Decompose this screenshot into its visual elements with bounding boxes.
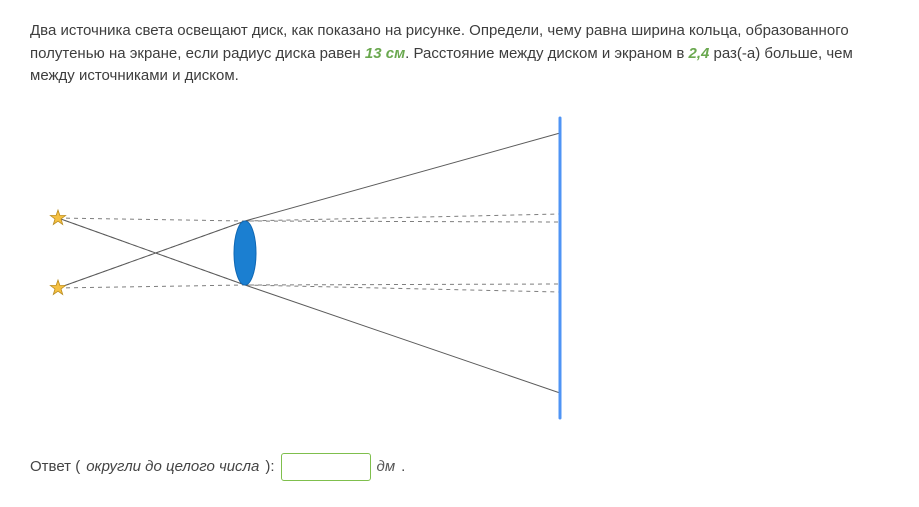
problem-part2a: . Расстояние между диском и экраном в bbox=[405, 45, 688, 62]
answer-label-suffix: ): bbox=[265, 458, 274, 475]
figure bbox=[30, 113, 889, 423]
radius-value: 13 bbox=[365, 45, 382, 62]
answer-period: . bbox=[401, 458, 405, 475]
radius-unit: см bbox=[382, 45, 406, 62]
answer-label-italic: округли до целого числа bbox=[86, 458, 259, 475]
answer-row: Ответ ( округли до целого числа): дм. bbox=[30, 453, 889, 481]
ratio-value: 2,4 bbox=[689, 45, 710, 62]
answer-unit: дм bbox=[377, 458, 396, 475]
figure-svg bbox=[30, 113, 590, 423]
answer-label-prefix: Ответ ( bbox=[30, 458, 80, 475]
answer-input[interactable] bbox=[281, 453, 371, 481]
problem-text: Два источника света освещают диск, как п… bbox=[30, 20, 889, 88]
